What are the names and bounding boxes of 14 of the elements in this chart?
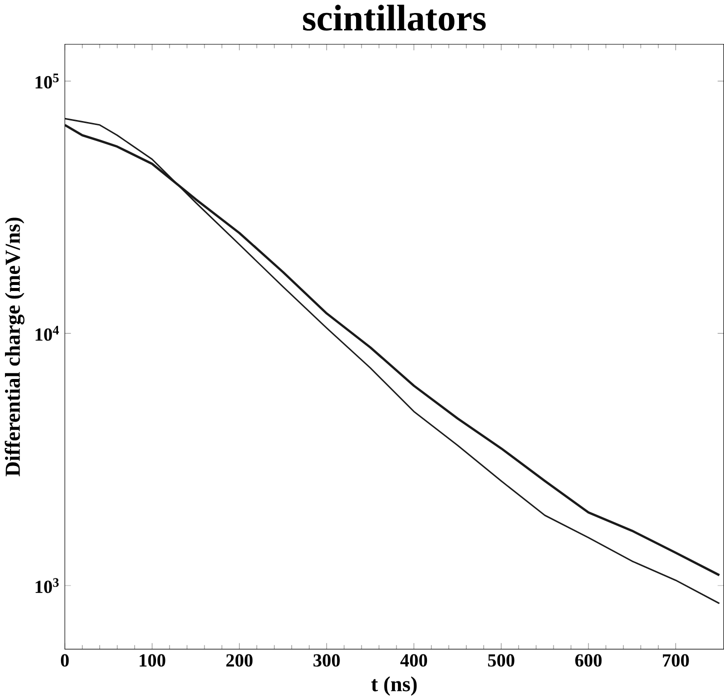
x-axis-title: t (ns) <box>371 676 417 696</box>
x-tick-label: 200 <box>226 654 253 666</box>
y-tick-label: 10$^{5}$ <box>36 73 59 88</box>
x-tick-label: 400 <box>400 654 428 666</box>
x-tick-label: 300 <box>313 654 340 666</box>
x-tick-label: 700 <box>662 654 689 666</box>
y-axis-title: Differential charge (meV/ns) <box>4 217 24 476</box>
x-tick-label: 500 <box>488 654 514 666</box>
y-tick-label: 10$^{3}$ <box>36 578 59 593</box>
y-tick-label: 10$^{4}$ <box>36 326 59 341</box>
x-tick-label: 600 <box>575 654 602 666</box>
x-tick-label: 100 <box>140 654 166 666</box>
chart-title: scintillators <box>303 4 486 30</box>
x-tick-label: 0 <box>60 654 69 666</box>
